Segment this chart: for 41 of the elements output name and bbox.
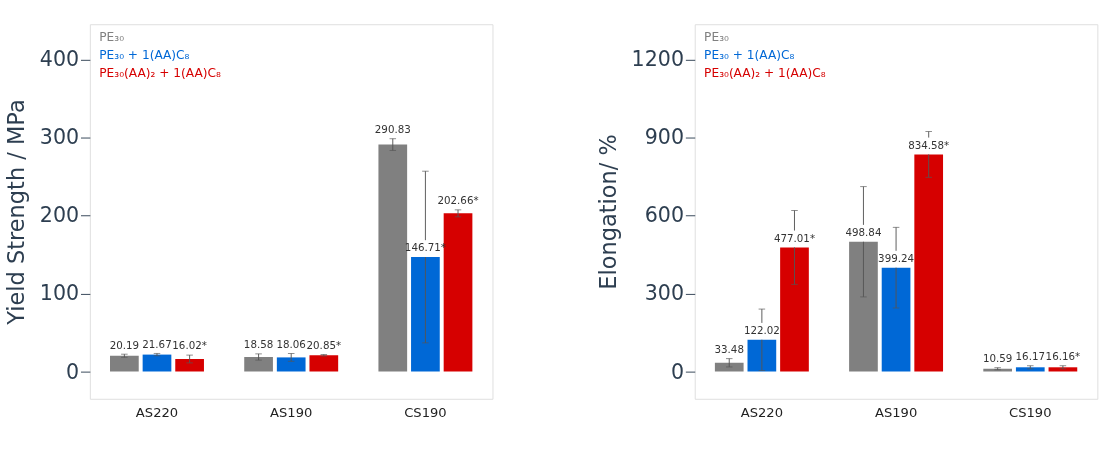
- x-tick-label: AS220: [740, 405, 783, 421]
- y-tick-label: 600: [644, 203, 684, 228]
- data-label: 10.59: [982, 352, 1013, 365]
- y-tick-label: 400: [39, 47, 80, 72]
- data-label: 20.19: [109, 338, 140, 351]
- data-label: 16.16*: [1045, 350, 1081, 363]
- data-label: 21.67: [142, 337, 172, 350]
- data-label: 16.02*: [172, 339, 207, 352]
- x-tick-label: AS190: [270, 405, 313, 421]
- data-label: 122.02: [743, 324, 780, 337]
- data-label: 202.66*: [437, 194, 479, 207]
- y-tick-label: 0: [66, 359, 80, 384]
- data-label: 477.01*: [773, 231, 816, 244]
- y-tick-label: 900: [644, 125, 684, 150]
- y-tick-label: 0: [670, 359, 684, 384]
- text: PE₃₀: [704, 30, 730, 45]
- text: PE₃₀ + 1(AA)C₈: [99, 47, 190, 62]
- y-axis-title: Elongation/ %: [594, 134, 621, 290]
- y-axis-title: Yield Strength / MPa: [2, 99, 29, 326]
- y-tick-label: 100: [39, 281, 80, 306]
- data-label: 399.24: [878, 252, 915, 265]
- y-tick-label: 200: [39, 203, 80, 228]
- data-label: 33.48: [714, 343, 744, 356]
- data-label: 20.85*: [306, 338, 342, 351]
- text: PE₃₀ + 1(AA)C₈: [704, 47, 795, 62]
- x-tick-label: AS220: [135, 405, 179, 421]
- y-tick-label: 300: [39, 125, 80, 150]
- x-tick-label: CS190: [1009, 405, 1052, 421]
- data-label: 498.84: [845, 226, 882, 239]
- x-tick-label: AS190: [874, 405, 918, 421]
- y-tick-label: 300: [644, 281, 684, 306]
- data-label: 290.83: [374, 123, 411, 136]
- data-label: 18.58: [243, 338, 274, 351]
- data-label: 834.58*: [908, 138, 950, 151]
- data-label: 18.06: [276, 337, 306, 350]
- x-tick-label: CS190: [404, 405, 447, 421]
- text: PE₃₀: [99, 30, 125, 45]
- text: PE₃₀(AA)₂ + 1(AA)C₈: [99, 65, 221, 80]
- text: PE₃₀(AA)₂ + 1(AA)C₈: [704, 65, 826, 80]
- data-label: 16.17: [1015, 350, 1045, 363]
- y-tick-label: 1200: [631, 47, 684, 72]
